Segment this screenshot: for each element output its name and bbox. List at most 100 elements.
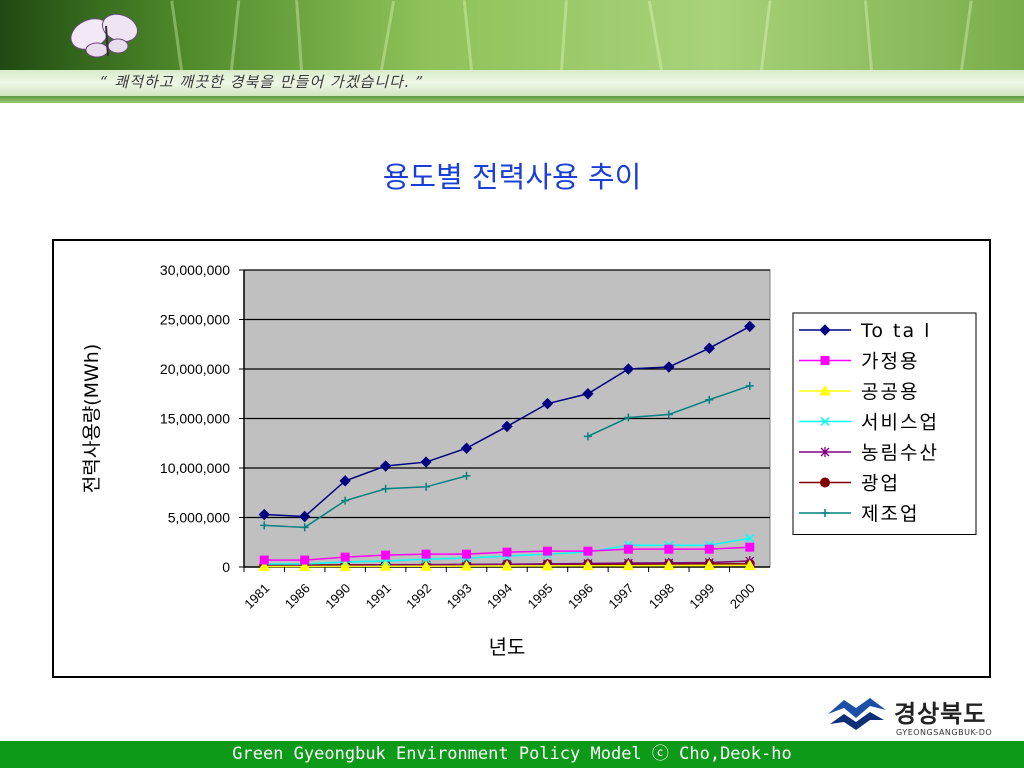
series-6-point [260,521,269,530]
series-2-point [460,560,473,571]
series-1-point [583,546,593,556]
x-tick-label: 1995 [525,581,556,612]
x-tick-label: 1986 [282,581,313,612]
legend-label: 농림수산 [861,442,939,464]
series-1-point [259,555,269,565]
series-2-point [420,560,432,571]
series-1-point [462,549,472,559]
series-1-point [542,546,552,556]
y-tick-label: 30,000,000 [160,262,230,278]
butterfly-image [70,13,138,58]
y-axis-title: 전력사용량(MWh) [81,344,103,493]
series-6-point [705,395,714,404]
series-0-point [379,460,392,472]
footer-bar: Green Gyeongbuk Environment Policy Model… [0,741,1024,768]
y-tick-label: 15,000,000 [160,411,230,427]
legend-label: 가정용 [861,351,919,373]
legend-label: 제조업 [861,503,919,525]
y-tick-label: 20,000,000 [160,361,230,377]
line-chart: 0 5,000,000 10,000,000 15,000,000 20,000,000… [81,262,977,659]
y-tick-label: 5,000,000 [168,510,230,526]
series-0-point [622,363,635,375]
x-axis-title: 년도 [489,635,526,659]
legend-marker [821,509,829,517]
x-tick-label: 1994 [484,581,515,612]
x-tick-label: 1981 [241,581,272,612]
series-1-point [300,555,310,565]
legend-marker [820,416,830,427]
header-banner: “ 쾌적하고 깨끗한 경북을 만들어 가겠습니다. ” [0,0,1024,103]
series-0-point [339,475,351,487]
x-tick-label: 1997 [605,581,636,612]
x-tick-label: 1990 [322,581,353,612]
series-1-point [421,549,431,559]
banner-strip [0,70,1024,96]
series-0-point [298,510,311,523]
series-0-point [420,456,432,468]
series-0-point [703,342,716,354]
series-6-point [624,413,633,422]
y-tick-label: 0 [222,559,230,575]
series-2-point [703,559,716,571]
series-0-point [460,442,473,454]
series-6-point [745,381,754,390]
series-6-point [341,496,350,505]
series-6-point [583,432,592,441]
logo-name: 경상북도 [894,700,987,728]
series-1-point [502,547,512,557]
legend-marker [820,356,830,365]
series-2-point [339,560,352,571]
x-tick-label: 1993 [444,581,475,612]
series-1-point [664,544,674,554]
series-2-point [379,560,392,571]
series-6-point [381,484,390,493]
series-6-point [300,523,309,532]
logo-icon [828,698,886,730]
series-2-point [541,559,554,571]
y-tick-label: 25,000,000 [160,312,230,328]
series-0-point [541,397,554,410]
series-6-point [422,482,431,491]
legend-label: To ta l [860,320,931,342]
x-tick-label: 1996 [565,581,596,612]
legend-marker [819,324,831,336]
y-tick-label: 10,000,000 [160,460,230,476]
series-2-point [662,559,675,571]
series-0-point [663,361,675,373]
legend-marker [820,447,830,457]
series-1-point [623,544,633,554]
x-tick-label: 1992 [403,581,434,612]
legend-marker [819,384,831,396]
chart-frame: 0 5,000,000 10,000,000 15,000,000 20,000,000… [52,239,991,678]
series-2-point [622,559,635,571]
x-tick-label: 1991 [363,581,394,612]
series-0-point [258,508,270,521]
series-1-point [704,544,714,554]
x-tick-label: 2000 [727,581,758,612]
legend-label: 광업 [861,473,900,495]
legend-label: 공공용 [861,381,919,403]
gyeongbuk-logo: 경상북도 GYEONGSANGBUK-DO [826,694,1016,740]
legend-marker [820,477,830,488]
series-6-line [264,475,467,529]
series-0-point [744,320,756,333]
series-1-point [381,550,391,560]
series-0-point [582,388,594,400]
x-tick-label: 1999 [686,581,717,612]
series-2-point [582,559,594,571]
series-2-point [743,559,756,570]
legend-label: 서비스업 [861,412,939,434]
series-1-point [745,542,755,552]
series-1-point [340,552,350,562]
x-tick-label: 1998 [646,581,677,612]
series-2-point [298,560,311,572]
logo-subtitle: GYEONGSANGBUK-DO [896,728,993,737]
slide-title: 용도별 전력사용 추이 [382,160,642,194]
series-0-point [501,420,513,433]
series-2-point [258,560,271,572]
banner-divider [0,96,1024,103]
series-2-point [501,559,513,571]
series-3-point [745,533,755,543]
series-6-point [664,410,673,419]
banner-quote: “ 쾌적하고 깨끗한 경북을 만들어 가겠습니다. ” [100,73,425,91]
